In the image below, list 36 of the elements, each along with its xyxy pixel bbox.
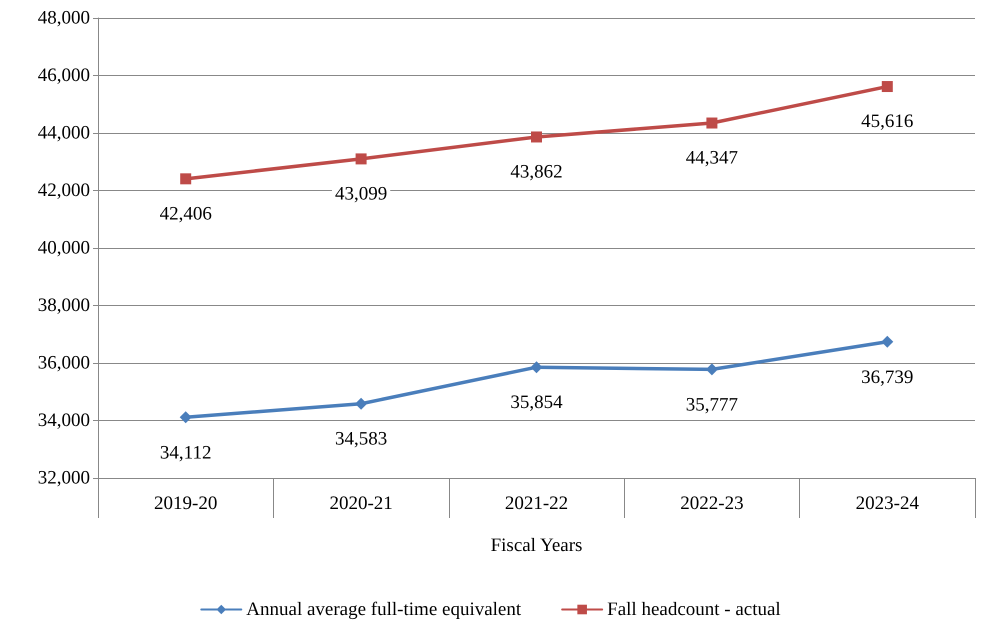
x-tick-label: 2019-20: [154, 493, 218, 514]
x-tick-label: 2022-23: [680, 493, 744, 514]
point: [180, 411, 192, 424]
data-label: 34,112: [160, 442, 212, 464]
data-label: 36,739: [861, 366, 914, 388]
y-tick-label: 32,000: [38, 468, 90, 488]
x-tick-label: 2021-22: [504, 493, 568, 514]
y-tick-label: 44,000: [38, 122, 90, 144]
data-label: 43,099: [334, 183, 388, 204]
x-axis-title: Fiscal Years: [490, 535, 582, 556]
legend-label: Annual average full-time equivalent: [246, 599, 522, 620]
y-tick-label: 48,000: [38, 8, 90, 28]
point: [882, 81, 893, 92]
data-label: 43,862: [510, 161, 563, 182]
point: [355, 398, 368, 410]
x-tick-label: 2020-21: [329, 493, 393, 514]
y-tick-label: 36,000: [38, 352, 90, 374]
y-tick-label: 38,000: [38, 295, 90, 316]
legend-label: Fall headcount - actual: [607, 599, 781, 620]
point: [531, 131, 542, 142]
y-tick-label: 42,000: [38, 180, 90, 201]
data-label: 42,406: [160, 203, 212, 224]
x-tick-label: 2023-24: [856, 493, 920, 514]
point: [706, 118, 718, 129]
data-label: 44,347: [686, 148, 738, 169]
point: [356, 153, 367, 164]
y-tick-label: 40,000: [38, 238, 90, 258]
point: [530, 361, 542, 374]
point: [180, 173, 192, 184]
data-label: 45,616: [861, 111, 914, 132]
y-tick-label: 46,000: [38, 65, 90, 86]
data-label: 35,854: [510, 392, 564, 414]
data-label: 35,777: [686, 394, 738, 416]
data-label: 34,583: [334, 428, 388, 450]
y-tick-label: 34,000: [38, 410, 90, 431]
point: [881, 336, 894, 348]
